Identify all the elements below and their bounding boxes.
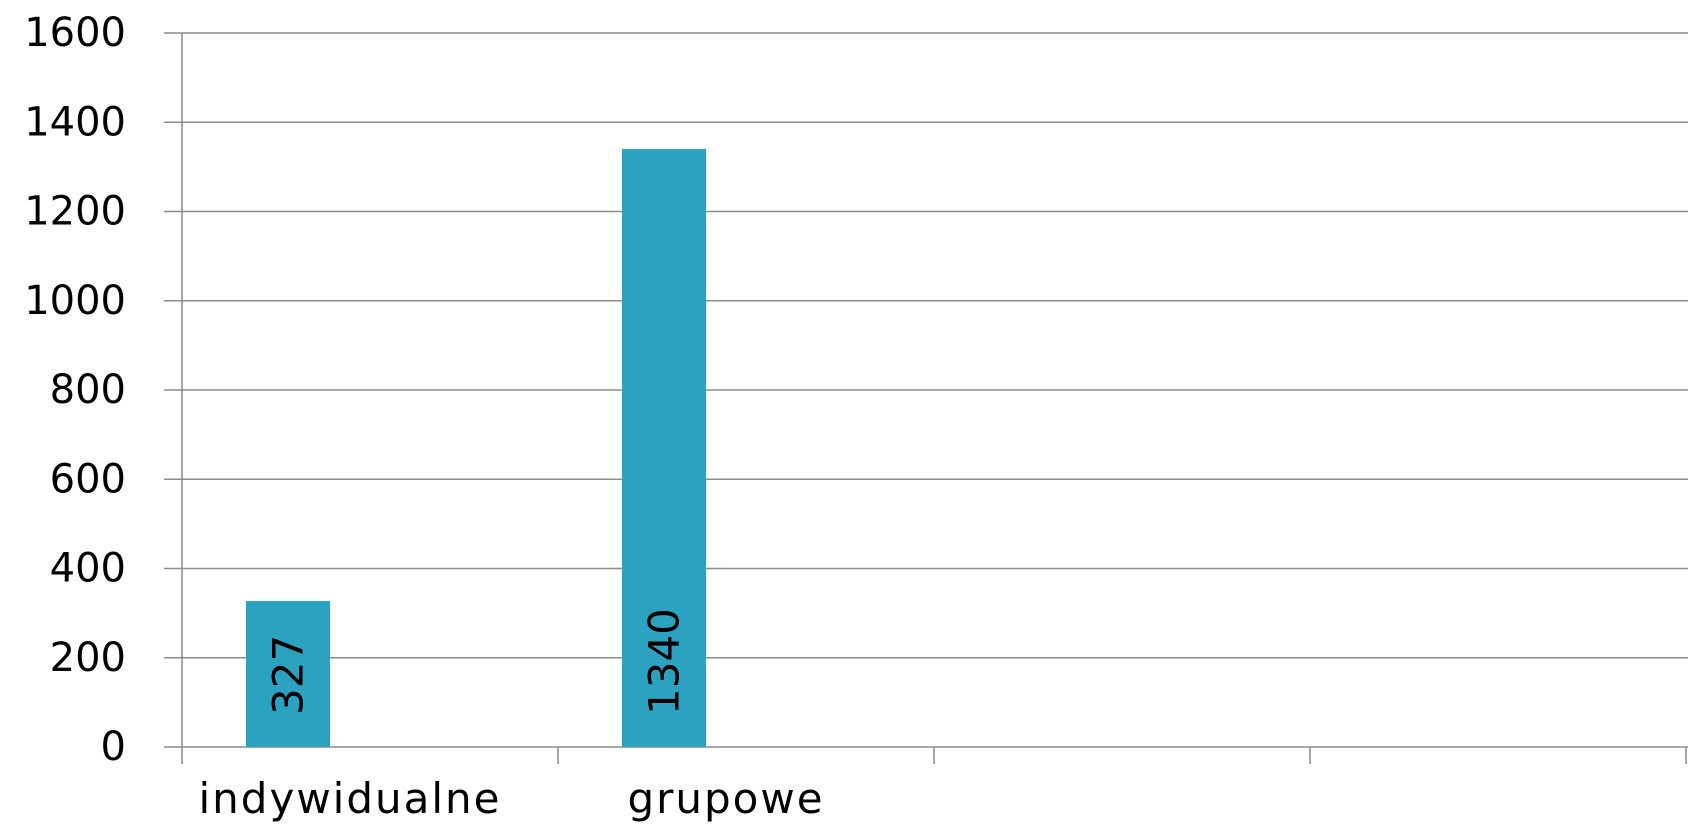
category-label-grupowe: grupowe xyxy=(627,774,824,823)
data-label-grupowe: 1340 xyxy=(640,608,689,715)
y-tick-label: 1000 xyxy=(24,278,126,324)
y-tick-label: 1600 xyxy=(24,10,126,56)
y-tick-label: 800 xyxy=(50,367,126,413)
y-tick-label: 400 xyxy=(50,546,126,592)
bar-indywidualne xyxy=(246,601,330,747)
y-tick-label: 200 xyxy=(50,635,126,681)
y-tick-label: 600 xyxy=(50,456,126,502)
bar-grupowe xyxy=(622,149,706,747)
data-label-indywidualne: 327 xyxy=(264,635,313,715)
y-tick-label: 1200 xyxy=(24,189,126,235)
category-label-indywidualne: indywidualne xyxy=(199,774,502,823)
y-tick-label: 0 xyxy=(101,724,126,770)
y-tick-label: 1400 xyxy=(24,99,126,145)
